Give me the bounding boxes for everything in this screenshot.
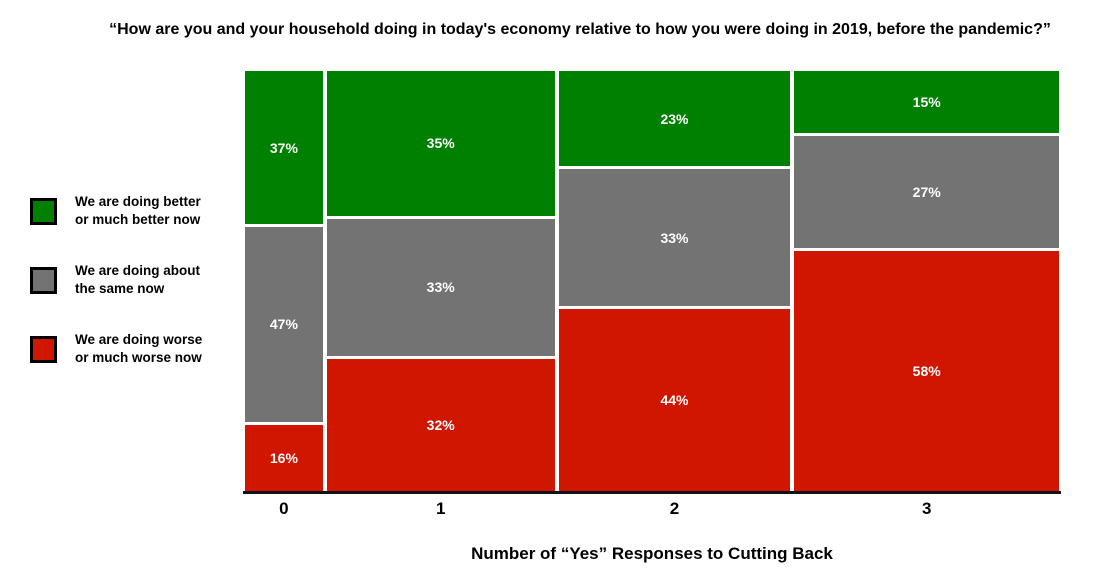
mosaic-segment: 33% (558, 169, 791, 306)
segment-value-label: 15% (912, 94, 941, 111)
segment-value-label: 58% (912, 362, 941, 379)
mosaic-segment: 47% (245, 227, 323, 422)
segment-value-label: 33% (660, 229, 689, 246)
legend-label-worse: We are doing worse or much worse now (75, 331, 202, 367)
mosaic-column-2: 23% 33% 44% (558, 71, 791, 491)
x-tick-label-3: 3 (921, 499, 932, 518)
mosaic-segment: 15% (794, 71, 1059, 134)
mosaic-segment: 23% (558, 71, 791, 167)
mosaic-segment: 33% (326, 218, 555, 356)
segment-value-label: 35% (426, 135, 455, 152)
segment-value-label: 27% (912, 183, 941, 200)
segment-value-label: 47% (269, 316, 298, 333)
legend-label-line: or much worse now (75, 350, 202, 365)
legend-swatch-same (30, 266, 57, 294)
legend-label-line: We are doing better (75, 194, 201, 209)
segment-value-label: 23% (660, 110, 689, 127)
mosaic-segment: 16% (245, 424, 323, 491)
x-tick-label-1: 1 (435, 499, 446, 518)
segment-value-label: 44% (660, 391, 689, 408)
x-axis-ticks: 0 1 2 3 (245, 499, 1059, 519)
mosaic-plot: 37% 47% 16% 35% 33% 32% 23% 33% 44% 15% 27% 58% (245, 71, 1059, 492)
mosaic-column-1: 35% 33% 32% (326, 71, 555, 492)
legend-label-same: We are doing about the same now (75, 262, 200, 298)
segment-value-label: 32% (426, 416, 455, 433)
mosaic-segment: 32% (326, 358, 555, 492)
x-axis-line (243, 491, 1061, 494)
mosaic-segment: 35% (326, 71, 555, 216)
mosaic-segment: 37% (245, 71, 323, 225)
mosaic-column-0: 37% 47% 16% (245, 71, 323, 491)
mosaic-segment: 27% (794, 136, 1059, 248)
legend-swatch-better (30, 197, 57, 225)
legend-item-better: We are doing better or much better now (30, 192, 202, 230)
segment-value-label: 37% (269, 139, 298, 156)
chart-title: “How are you and your household doing in… (109, 21, 1051, 38)
mosaic-column-3: 15% 27% 58% (794, 71, 1059, 491)
legend-item-worse: We are doing worse or much worse now (30, 330, 202, 368)
legend-label-line: We are doing about (75, 263, 201, 278)
segment-value-label: 16% (269, 449, 298, 466)
x-axis-title: Number of “Yes” Responses to Cutting Bac… (471, 544, 833, 563)
legend-label-line: We are doing worse (75, 332, 203, 347)
legend-swatch-worse (30, 335, 57, 363)
segment-value-label: 33% (426, 279, 455, 296)
mosaic-segment: 44% (558, 308, 791, 491)
x-tick-label-0: 0 (279, 499, 289, 518)
legend: We are doing better or much better now W… (30, 192, 202, 368)
legend-label-better: We are doing better or much better now (75, 193, 201, 229)
mosaic-segment: 58% (794, 250, 1059, 491)
legend-label-line: the same now (75, 281, 165, 296)
legend-label-line: or much better now (75, 212, 201, 227)
legend-item-same: We are doing about the same now (30, 261, 202, 299)
x-tick-label-2: 2 (669, 499, 680, 518)
